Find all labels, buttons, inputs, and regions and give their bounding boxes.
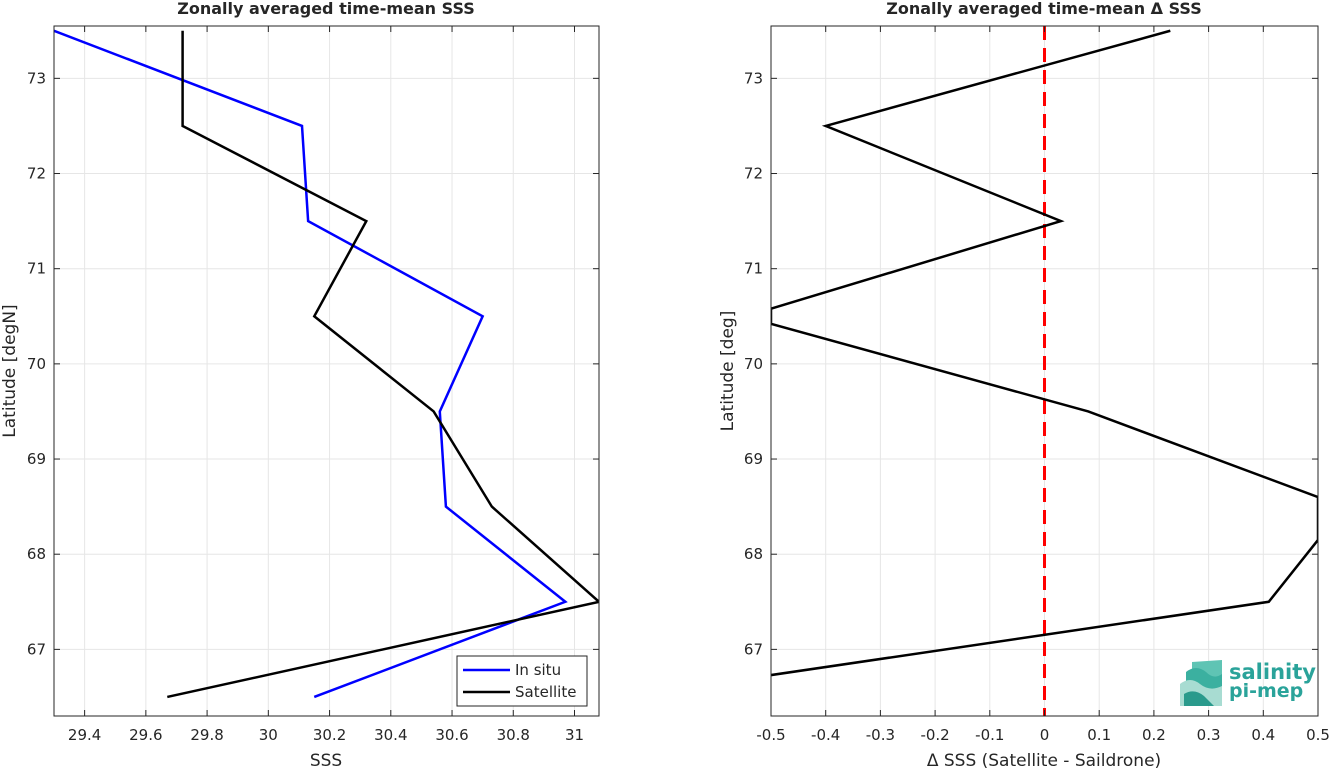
logo-text-line2: pi-mep: [1229, 680, 1303, 702]
right-chart-xtick-label: -0.5: [756, 726, 785, 744]
right-chart-ytick-label: 69: [744, 450, 763, 468]
left-chart-ylabel: Latitude [degN]: [0, 304, 20, 437]
right-chart: -0.5 -0.4 -0.3 -0.2 -0.1 0 0.1 0.2 0.3 0.4 0.5 67 68…: [718, 0, 1330, 769]
right-chart-xtick-label: 0.5: [1306, 726, 1330, 744]
right-chart-ylabel: Latitude [deg]: [718, 311, 738, 432]
left-chart-ytick-label: 69: [27, 450, 46, 468]
right-chart-title: Zonally averaged time-mean Δ SSS: [886, 0, 1202, 18]
left-chart-legend: In situ Satellite: [456, 655, 588, 707]
left-chart-xtick-label: 29.4: [68, 726, 101, 744]
left-chart-xtick-label: 31: [565, 726, 584, 744]
logo-text-line1: salinity: [1229, 660, 1316, 684]
right-chart-line-series-1: [771, 29, 1318, 677]
left-chart-xtick-label: 30.4: [374, 726, 407, 744]
right-chart-xtick-label: 0.3: [1197, 726, 1221, 744]
left-chart-line-in-situ: [54, 29, 568, 699]
right-chart-xtick-label: 0.2: [1142, 726, 1166, 744]
legend-satellite-label: Satellite: [515, 683, 576, 701]
right-chart-ticks: -0.5 -0.4 -0.3 -0.2 -0.1 0 0.1 0.2 0.3 0.4 0.5 67 68…: [744, 26, 1330, 744]
left-chart-series: [54, 29, 599, 699]
left-chart-ytick-label: 70: [27, 355, 46, 373]
left-chart-xtick-label: 29.6: [129, 726, 162, 744]
right-chart-ytick-label: 72: [744, 165, 763, 183]
right-chart-ytick-label: 70: [744, 355, 763, 373]
left-chart-grid: [54, 26, 599, 716]
left-chart-xlabel: SSS: [310, 751, 342, 769]
right-chart-xtick-label: 0: [1040, 726, 1050, 744]
legend-box: [456, 655, 588, 707]
left-chart-xtick-label: 30: [259, 726, 278, 744]
left-chart-plot-area: [54, 26, 599, 716]
left-chart-xtick-label: 30.8: [497, 726, 530, 744]
right-chart-xtick-label: -0.3: [866, 726, 895, 744]
left-chart-frame: [53, 25, 600, 717]
right-chart-xtick-label: -0.4: [811, 726, 840, 744]
right-chart-series: [771, 26, 1318, 716]
wave-logo-icon: [1180, 660, 1222, 706]
left-chart-title: Zonally averaged time-mean SSS: [177, 0, 475, 18]
right-chart-xtick-label: 0.1: [1087, 726, 1111, 744]
left-chart-xtick-label: 30.2: [313, 726, 346, 744]
right-chart-xtick-label: -0.1: [975, 726, 1004, 744]
right-chart-ytick-label: 67: [744, 640, 763, 658]
left-chart: 29.4 29.6 29.8 30 30.2 30.4 30.6 30.8 31 67 68 69 70…: [0, 0, 600, 769]
right-chart-xlabel: Δ SSS (Satellite - Saildrone): [927, 751, 1161, 769]
left-chart-ytick-label: 67: [27, 640, 46, 658]
salinity-pi-mep-logo: salinity pi-mep: [1180, 660, 1316, 706]
right-chart-ytick-label: 73: [744, 69, 763, 87]
left-chart-line-satellite: [167, 30, 599, 699]
legend-in-situ-label: In situ: [515, 661, 561, 679]
right-chart-xtick-label: 0.4: [1251, 726, 1275, 744]
left-chart-ytick-label: 72: [27, 165, 46, 183]
left-chart-xtick-label: 30.6: [435, 726, 468, 744]
left-chart-ytick-label: 71: [27, 260, 46, 278]
left-chart-ticks: 29.4 29.6 29.8 30 30.2 30.4 30.6 30.8 31 67 68 69 70…: [27, 26, 599, 744]
right-chart-xtick-label: -0.2: [920, 726, 949, 744]
left-chart-ytick-label: 68: [27, 545, 46, 563]
left-chart-ytick-label: 73: [27, 69, 46, 87]
left-chart-xtick-label: 29.8: [190, 726, 223, 744]
right-chart-ytick-label: 71: [744, 260, 763, 278]
right-chart-ytick-label: 68: [744, 545, 763, 563]
